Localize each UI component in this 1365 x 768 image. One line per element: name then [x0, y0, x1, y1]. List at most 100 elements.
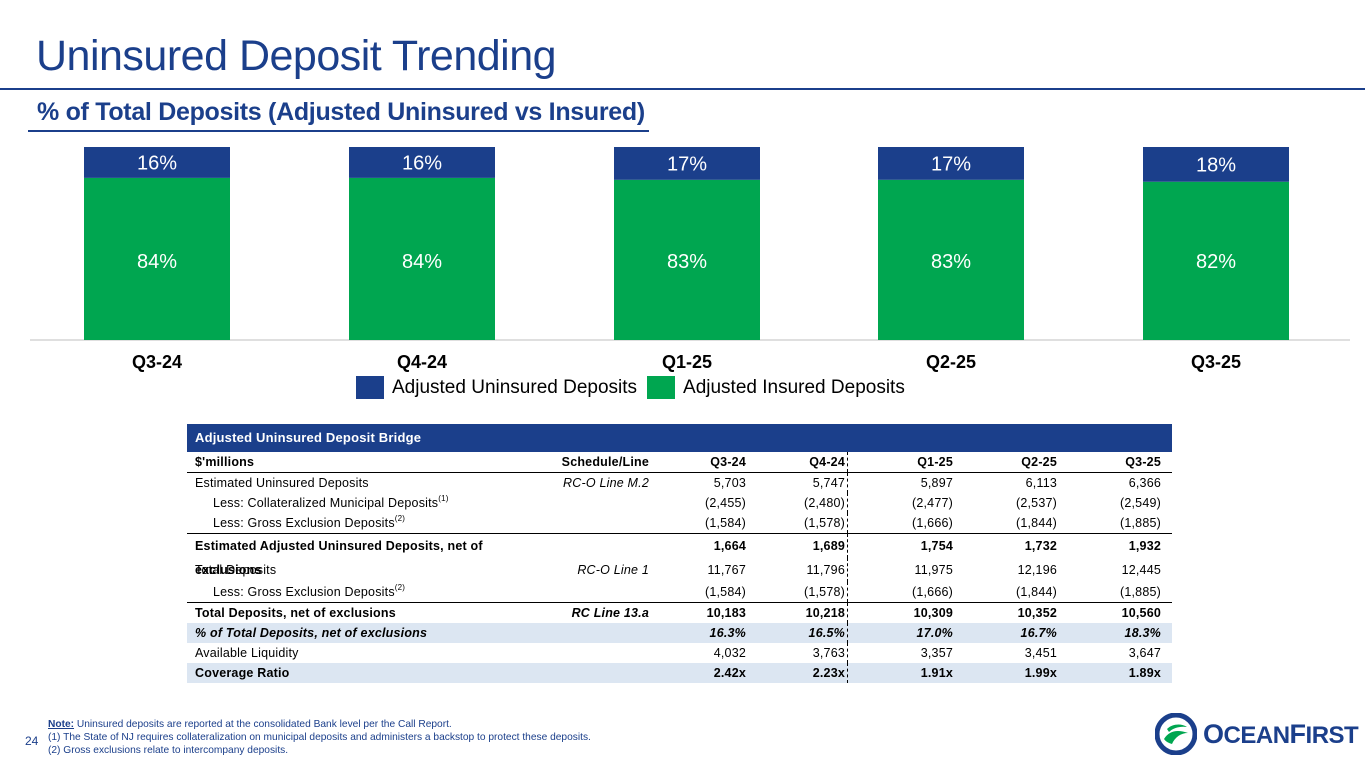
- header-period: Q2-25: [1021, 455, 1057, 469]
- row-value: (1,885): [1119, 585, 1161, 599]
- row-value: 1,732: [1024, 539, 1057, 553]
- row-label: % of Total Deposits, net of exclusions: [187, 623, 539, 643]
- logo-word-irst: IRST: [1305, 721, 1359, 749]
- footnote-1: (1) The State of NJ requires collaterali…: [48, 732, 591, 743]
- row-value: 6,113: [1025, 476, 1057, 490]
- row-value: 3,357: [920, 646, 953, 660]
- row-value: 10,560: [1121, 606, 1161, 620]
- bar-uninsured: [878, 147, 1024, 180]
- oceanfirst-logo: OCEANFIRST: [1155, 713, 1359, 755]
- header-period: Q3-24: [710, 455, 746, 469]
- row-value: (1,885): [1119, 516, 1161, 530]
- legend-swatch-uninsured: [356, 376, 384, 399]
- bridge-header-row: $'millions Schedule/Line Q3-24 Q4-24 Q1-…: [187, 452, 1172, 473]
- row-label-text: Coverage Ratio: [195, 666, 290, 680]
- row-value: 10,309: [913, 606, 953, 620]
- row-label-text: Total Deposits, net of exclusions: [195, 606, 396, 620]
- row-label: Available Liquidity: [187, 643, 539, 663]
- x-tick-label: Q2-25: [926, 352, 976, 372]
- row-value: (2,537): [1015, 496, 1057, 510]
- row-schedule: [539, 493, 651, 513]
- x-tick-label: Q1-25: [662, 352, 712, 372]
- row-value: 16.5%: [746, 623, 848, 643]
- footnotes: Note: Uninsured deposits are reported at…: [48, 718, 591, 757]
- row-value: 6,366: [1128, 476, 1161, 490]
- legend-label-insured: Adjusted Insured Deposits: [683, 376, 905, 398]
- row-value: 16.3%: [709, 626, 746, 640]
- data-label-insured: 84%: [137, 251, 177, 273]
- row-value: 1.89x: [1128, 666, 1161, 680]
- row-value: (1,578): [746, 582, 848, 602]
- row-label-text: Available Liquidity: [195, 646, 299, 660]
- row-schedule: [539, 643, 651, 663]
- row-label: Less: Collateralized Municipal Deposits(…: [187, 493, 539, 513]
- row-label: Less: Gross Exclusion Deposits(2): [187, 513, 539, 533]
- footnote-marker: (2): [394, 583, 406, 592]
- row-value: 2.42x: [713, 666, 746, 680]
- row-label: Coverage Ratio: [187, 663, 539, 683]
- note-line: Note: Uninsured deposits are reported at…: [48, 718, 591, 731]
- x-tick-label: Q3-25: [1191, 352, 1241, 372]
- row-value: 11,796: [746, 558, 848, 582]
- row-value: 10,183: [706, 606, 746, 620]
- row-value: 11,767: [707, 563, 746, 577]
- row-value: 2.23x: [746, 663, 848, 683]
- legend-label-uninsured: Adjusted Uninsured Deposits: [392, 376, 638, 398]
- row-value: 4,032: [713, 646, 746, 660]
- bar-insured: [614, 179, 760, 340]
- row-value: (1,666): [911, 585, 953, 599]
- footnote-marker: (1): [438, 494, 449, 503]
- row-schedule: [539, 623, 651, 643]
- table-row: Total Deposits RC-O Line 1 11,767 11,796 11,…: [187, 558, 1172, 582]
- bar-insured: [878, 179, 1024, 340]
- stacked-bar-chart: 16% 84% Q3-24 16% 84% Q4-24 17% 83% Q1-25 17% 83% Q…: [30, 147, 1350, 372]
- bridge-rows: Estimated Uninsured Deposits RC-O Line M.…: [187, 473, 1172, 683]
- row-schedule: [539, 582, 651, 602]
- row-value: 5,897: [920, 476, 953, 490]
- page-title: Uninsured Deposit Trending: [36, 32, 557, 80]
- wave-icon: [1155, 713, 1197, 755]
- row-value: 17.0%: [916, 626, 953, 640]
- row-value: 10,352: [1017, 606, 1057, 620]
- header-schedule: Schedule/Line: [561, 455, 649, 469]
- header-period: Q1-25: [917, 455, 953, 469]
- row-value: 1,754: [920, 539, 953, 553]
- data-label-insured: 83%: [667, 251, 707, 273]
- logo-letter-o: O: [1203, 718, 1224, 749]
- logo-letter-f: F: [1289, 718, 1307, 749]
- row-value: 18.3%: [1124, 626, 1161, 640]
- bar-insured: [84, 177, 230, 340]
- row-label: Less: Gross Exclusion Deposits(2): [187, 582, 539, 602]
- bar-insured: [349, 177, 495, 340]
- row-value: 1,932: [1128, 539, 1161, 553]
- logo-wordmark: OCEANFIRST: [1203, 718, 1359, 750]
- row-schedule: [539, 534, 651, 558]
- row-value: 11,975: [914, 563, 953, 577]
- row-value: (2,549): [1119, 496, 1161, 510]
- header-period: Q4-24: [746, 452, 848, 472]
- data-label-uninsured: 16%: [402, 152, 442, 174]
- page-number: 24: [25, 734, 39, 748]
- row-value: (1,584): [704, 585, 746, 599]
- row-value: (1,666): [911, 516, 953, 530]
- row-label-text: % of Total Deposits, net of exclusions: [195, 626, 428, 640]
- data-label-uninsured: 17%: [931, 153, 971, 175]
- footnote-2: (2) Gross exclusions relate to intercomp…: [48, 745, 289, 756]
- header-period: Q3-25: [1125, 455, 1161, 469]
- data-label-insured: 83%: [931, 251, 971, 273]
- row-label-text: Less: Gross Exclusion Deposits: [213, 585, 395, 599]
- row-schedule: RC-O Line M.2: [563, 476, 649, 490]
- row-label: Total Deposits, net of exclusions: [187, 603, 539, 623]
- row-schedule: [539, 663, 651, 683]
- bar-uninsured: [614, 147, 760, 180]
- row-value: 5,703: [713, 476, 746, 490]
- row-value: 12,445: [1121, 563, 1161, 577]
- deposit-bridge-table: Adjusted Uninsured Deposit Bridge $'mill…: [187, 424, 1172, 683]
- title-divider: [0, 88, 1365, 90]
- table-row: Estimated Adjusted Uninsured Deposits, n…: [187, 533, 1172, 577]
- row-value: (1,844): [1015, 516, 1057, 530]
- bar-uninsured: [1143, 147, 1289, 182]
- table-row: Total Deposits, net of exclusions RC Line…: [187, 602, 1172, 623]
- data-label-insured: 84%: [402, 251, 442, 273]
- bar-uninsured: [84, 147, 230, 178]
